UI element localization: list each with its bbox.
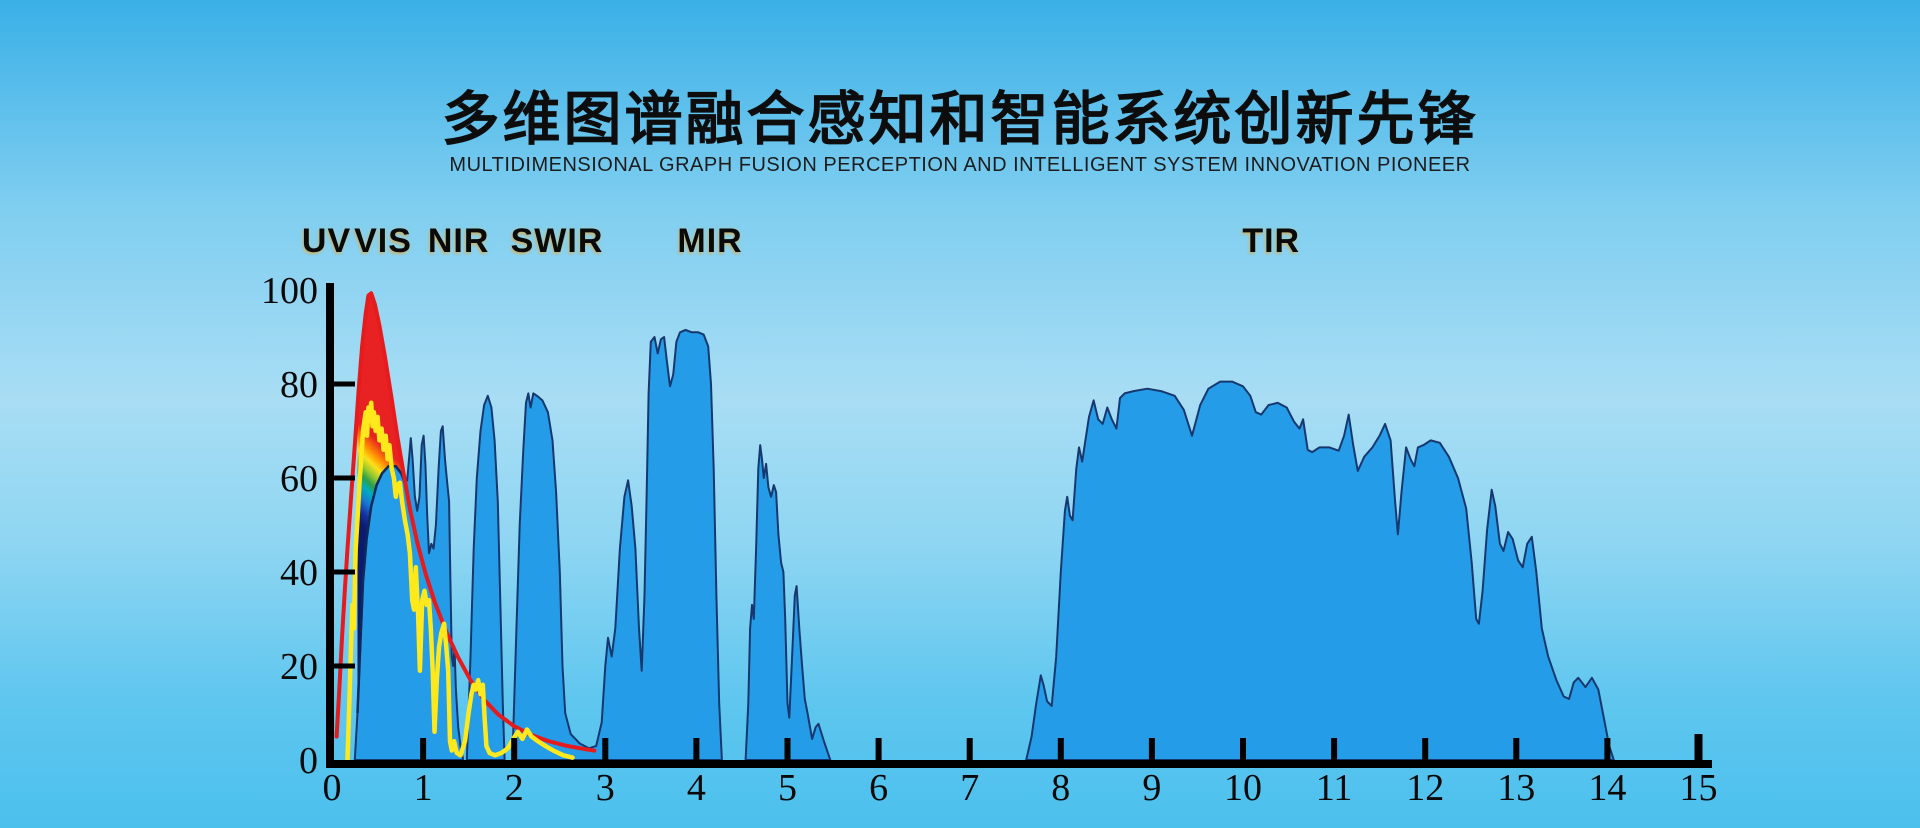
x-axis-tick	[1422, 738, 1429, 760]
x-tick-label: 4	[687, 767, 706, 809]
x-axis-tick	[1057, 738, 1064, 760]
y-axis-line	[326, 283, 334, 768]
x-axis-tick	[1604, 738, 1611, 760]
x-tick-label: 2	[505, 767, 524, 809]
x-tick-label: 7	[960, 767, 979, 809]
x-axis-tick	[1513, 738, 1520, 760]
x-tick-label: 3	[596, 767, 615, 809]
x-tick-label: 1	[414, 767, 433, 809]
page-title: 多维图谱融合感知和智能系统创新先锋	[441, 87, 1479, 152]
y-axis-tick	[334, 381, 355, 387]
x-axis-tick	[511, 738, 518, 760]
transmission-window-area	[511, 328, 723, 761]
x-axis-tick	[602, 738, 609, 760]
x-tick-label: 9	[1142, 767, 1161, 809]
x-tick-label: 10	[1224, 767, 1262, 809]
y-tick-label: 80	[280, 364, 318, 406]
x-axis-tick	[784, 738, 791, 760]
solar-irradiance-curve	[345, 400, 575, 763]
x-tick-label: 11	[1316, 767, 1353, 809]
x-axis-tick	[693, 738, 700, 760]
x-tick-label: 6	[869, 767, 888, 809]
y-tick-label: 20	[280, 646, 318, 688]
x-axis-tick	[1331, 738, 1338, 760]
transmission-window-area	[744, 444, 832, 761]
x-axis-line	[326, 760, 1712, 768]
transmission-window-area	[465, 394, 506, 761]
x-axis-tick	[420, 738, 427, 760]
x-tick-label: 5	[778, 767, 797, 809]
x-axis-end-tick	[1694, 734, 1703, 760]
x-tick-label: 13	[1497, 767, 1535, 809]
x-tick-label: 12	[1406, 767, 1444, 809]
page-subtitle: MULTIDIMENSIONAL GRAPH FUSION PERCEPTION…	[449, 154, 1471, 176]
y-axis-tick	[334, 663, 355, 669]
solar-spectrum-rainbow	[357, 293, 406, 713]
x-axis-tick	[966, 738, 973, 760]
x-tick-label: 0	[323, 767, 342, 809]
y-tick-label: 60	[280, 458, 318, 500]
x-tick-label: 8	[1051, 767, 1070, 809]
x-axis-tick	[875, 738, 882, 760]
y-axis-tick	[334, 475, 355, 481]
x-tick-label: 14	[1588, 767, 1626, 809]
y-tick-label: 40	[280, 552, 318, 594]
y-axis-tick	[334, 569, 355, 575]
ground-envelope-curve	[356, 465, 407, 714]
x-axis-tick	[1148, 738, 1155, 760]
y-tick-label: 0	[299, 740, 318, 782]
y-tick-label: 100	[261, 270, 318, 312]
transmission-window-area	[1025, 380, 1615, 761]
x-tick-label: 15	[1680, 767, 1718, 809]
x-axis-tick	[1240, 738, 1246, 760]
